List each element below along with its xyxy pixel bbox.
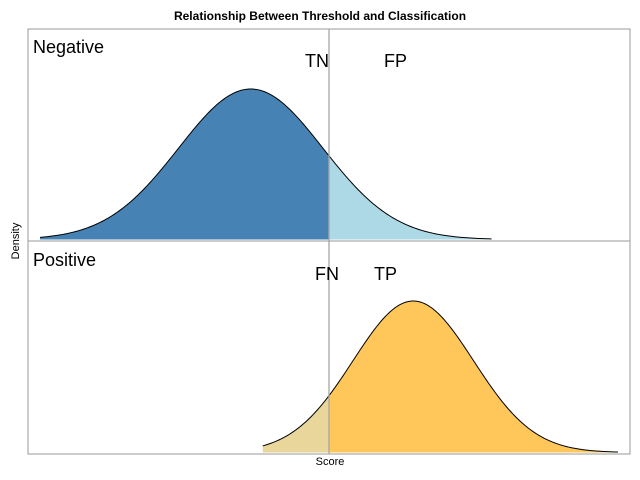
x-axis-label: Score	[315, 456, 345, 468]
positive-fn-area	[262, 395, 329, 453]
negative-tn-area	[40, 89, 329, 240]
positive-tp-area	[329, 301, 618, 453]
negative-tn-label: TN	[305, 51, 329, 71]
positive-panel-label: Positive	[33, 250, 96, 270]
negative-panel: Negative TN FP	[27, 28, 631, 242]
negative-panel-label: Negative	[33, 37, 104, 57]
negative-fp-area	[329, 155, 492, 240]
positive-fn-label: FN	[315, 264, 339, 284]
negative-fp-label: FP	[384, 51, 407, 71]
positive-density-curve	[262, 300, 618, 453]
chart-title: Relationship Between Threshold and Class…	[173, 9, 467, 23]
negative-density-curve	[39, 88, 492, 240]
positive-tp-label: TP	[374, 264, 397, 284]
positive-panel: Positive FN TP	[27, 240, 631, 455]
